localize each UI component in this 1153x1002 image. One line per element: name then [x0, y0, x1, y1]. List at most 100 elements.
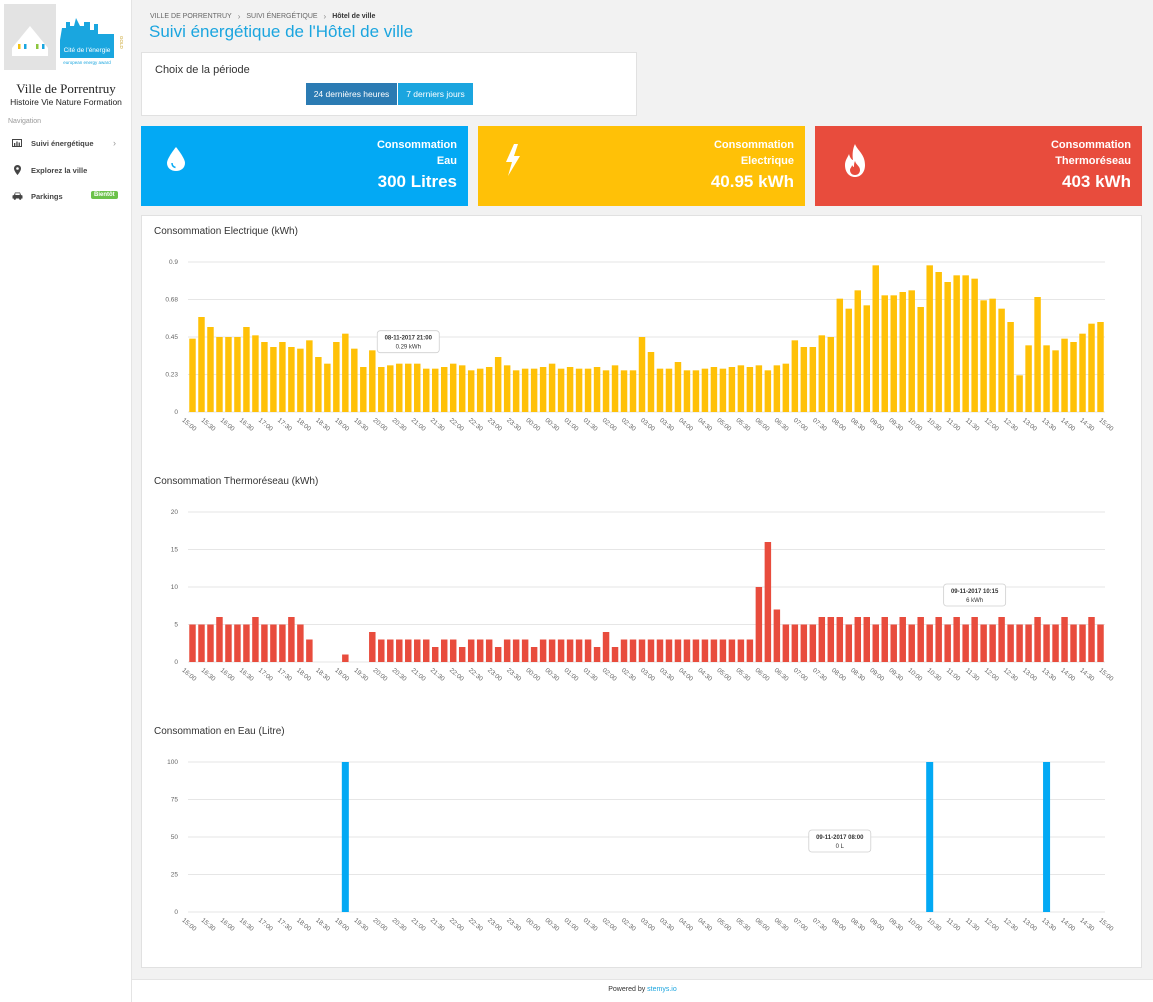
y-tick-label: 0.9 — [169, 259, 178, 266]
logo: Cité de l'énergie european energy award … — [4, 4, 126, 70]
footer-link[interactable]: stemys.io — [647, 986, 677, 993]
bar — [387, 639, 394, 662]
breadcrumb-suivi[interactable]: SUIVI ÉNERGÉTIQUE — [246, 13, 318, 20]
bar — [926, 762, 934, 912]
breadcrumb-ville[interactable]: VILLE DE PORRENTRUY — [150, 13, 232, 20]
bar — [692, 639, 700, 662]
tooltip-title: 09-11-2017 08:00 — [816, 835, 864, 841]
bar — [431, 368, 439, 412]
bar — [944, 624, 951, 662]
x-tick-label: 16:00 — [219, 917, 236, 933]
bar — [683, 370, 691, 412]
x-tick-label: 02:30 — [620, 917, 637, 933]
bar — [728, 367, 736, 412]
bar — [656, 368, 664, 412]
bar — [1088, 323, 1095, 412]
x-tick-label: 19:30 — [352, 667, 369, 683]
bar — [566, 639, 574, 662]
x-tick-label: 09:00 — [868, 667, 885, 683]
bar — [476, 639, 484, 662]
bar — [764, 370, 772, 412]
bar — [800, 347, 808, 412]
card-thermal: Consommation Thermoréseau 403 kWh — [815, 126, 1142, 206]
bar — [971, 278, 978, 412]
chevron-right-icon: › — [113, 138, 116, 148]
sidebar-item-parkings[interactable]: Parkings Bientôt — [0, 186, 132, 206]
bar — [1016, 624, 1023, 662]
bar — [225, 624, 232, 662]
coming-soon-badge: Bientôt — [91, 191, 118, 199]
bar — [935, 272, 942, 412]
bar — [764, 542, 772, 662]
bar — [926, 624, 933, 662]
x-tick-label: 07:00 — [792, 667, 809, 683]
bar — [1079, 333, 1086, 412]
sidebar-item-suivi-energetique[interactable]: Suivi énergétique › — [0, 133, 132, 153]
bar — [584, 639, 592, 662]
chart-electric-title: Consommation Electrique (kWh) — [154, 226, 298, 237]
x-tick-label: 13:00 — [1021, 917, 1038, 933]
x-tick-label: 17:30 — [276, 917, 293, 933]
bar — [440, 639, 448, 662]
x-tick-label: 02:00 — [601, 417, 618, 433]
bar — [512, 639, 520, 662]
bar — [1070, 624, 1077, 662]
bar — [917, 307, 924, 412]
bar — [899, 617, 906, 662]
bar — [593, 647, 601, 662]
x-tick-label: 00:00 — [524, 417, 541, 433]
x-tick-label: 16:00 — [219, 417, 236, 433]
card-thermal-line1: Consommation — [1050, 139, 1131, 151]
bar — [620, 639, 628, 662]
x-tick-label: 18:00 — [295, 417, 312, 433]
bar — [387, 365, 394, 412]
bar — [189, 338, 196, 412]
x-tick-label: 09:30 — [887, 417, 904, 433]
bar — [791, 624, 799, 662]
main-content: VILLE DE PORRENTRUY › SUIVI ÉNERGÉTIQUE … — [132, 0, 1153, 1002]
bar — [225, 337, 232, 412]
bar — [189, 624, 196, 662]
x-tick-label: 00:30 — [543, 917, 560, 933]
bar — [638, 639, 646, 662]
x-tick-label: 22:00 — [448, 667, 465, 683]
chart-icon — [10, 139, 24, 147]
x-tick-label: 02:30 — [620, 667, 637, 683]
bar — [1052, 624, 1059, 662]
bar — [701, 368, 709, 412]
x-tick-label: 17:00 — [257, 417, 274, 433]
bar — [270, 624, 277, 662]
bar — [746, 639, 754, 662]
x-tick-label: 23:30 — [505, 667, 522, 683]
bar — [485, 367, 493, 412]
bar — [440, 367, 448, 412]
bar — [431, 647, 439, 662]
x-tick-label: 17:30 — [276, 667, 293, 683]
bar — [647, 639, 655, 662]
sidebar-item-explorez-la-ville[interactable]: Explorez la ville — [0, 160, 132, 180]
bar — [467, 639, 475, 662]
bar — [953, 617, 960, 662]
bar — [503, 639, 511, 662]
x-tick-label: 23:00 — [486, 667, 503, 683]
bar — [342, 333, 349, 412]
bar — [575, 368, 583, 412]
bar — [297, 624, 304, 662]
bar — [908, 624, 915, 662]
car-icon — [10, 192, 24, 200]
bar — [458, 365, 466, 412]
x-tick-label: 05:00 — [715, 667, 732, 683]
bar — [1025, 624, 1032, 662]
x-tick-label: 19:30 — [352, 917, 369, 933]
x-tick-label: 01:00 — [563, 417, 580, 433]
x-tick-label: 20:30 — [391, 917, 408, 933]
period-24h-button[interactable]: 24 dernières heures — [306, 83, 397, 105]
page-title: Suivi énergétique de l'Hôtel de ville — [149, 22, 414, 41]
bar — [1007, 322, 1014, 412]
x-tick-label: 03:30 — [658, 417, 675, 433]
bar — [1088, 617, 1095, 662]
bar — [1007, 624, 1014, 662]
period-7days-button[interactable]: 7 derniers jours — [398, 83, 473, 105]
bar — [342, 654, 349, 662]
bar — [1043, 762, 1051, 912]
